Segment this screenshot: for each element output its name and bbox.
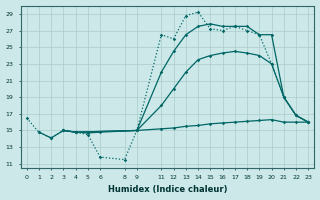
X-axis label: Humidex (Indice chaleur): Humidex (Indice chaleur) xyxy=(108,185,227,194)
